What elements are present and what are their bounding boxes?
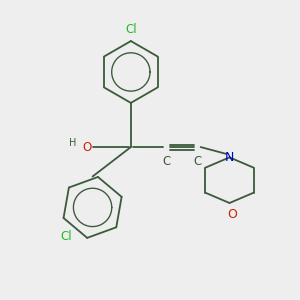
- Text: O: O: [227, 208, 237, 221]
- Text: Cl: Cl: [125, 23, 137, 36]
- Text: N: N: [225, 151, 234, 164]
- Text: C: C: [193, 155, 201, 168]
- Text: O: O: [82, 141, 91, 154]
- Text: H: H: [69, 138, 76, 148]
- Text: Cl: Cl: [60, 230, 72, 243]
- Text: C: C: [162, 155, 170, 168]
